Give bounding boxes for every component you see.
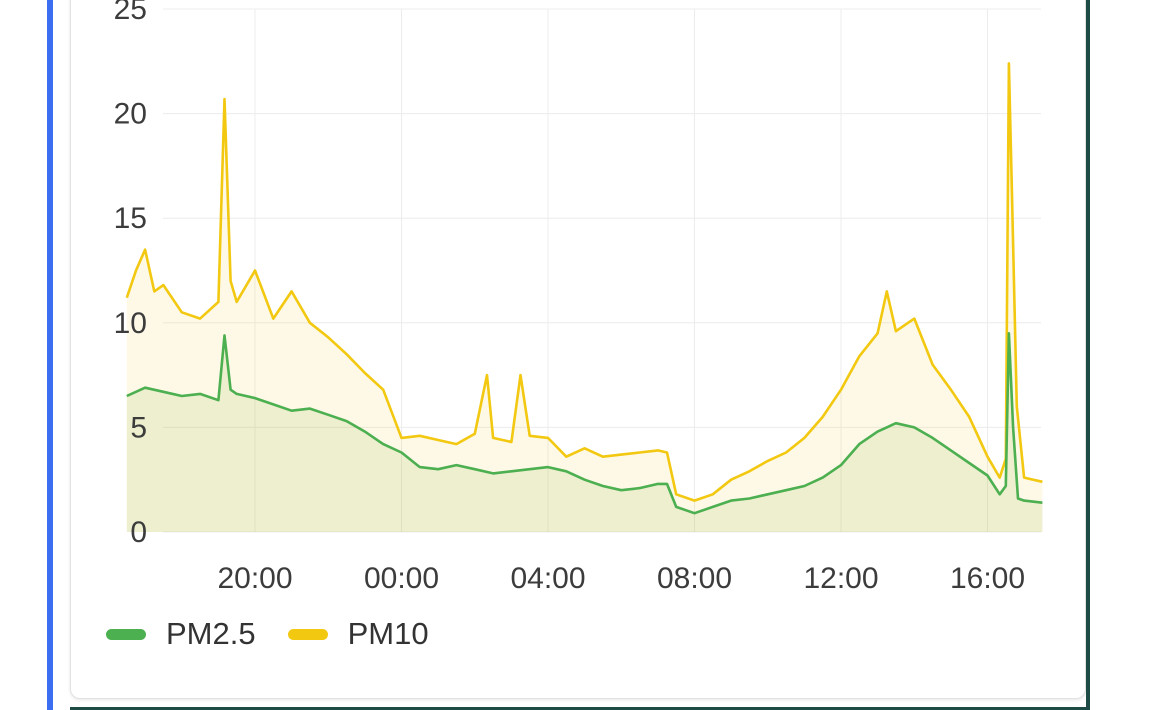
y-tick-label: 10 (114, 307, 147, 340)
x-axis-ticks: 20:00 00:00 04:00 08:00 12:00 16:00 (217, 562, 1025, 595)
legend-item-pm10[interactable]: PM10 (287, 616, 429, 652)
chart-lines (125, 62, 1043, 515)
y-tick-label: 25 (114, 0, 147, 26)
pm25-swatch (106, 628, 146, 640)
y-tick-label: 15 (114, 202, 147, 235)
bottom-border (70, 707, 1086, 710)
x-tick-label: 08:00 (657, 562, 732, 595)
series-line-pm25 (126, 332, 1043, 515)
chart-card (70, 0, 1086, 699)
x-tick-label: 12:00 (803, 562, 878, 595)
right-border (1086, 0, 1090, 710)
legend-label-pm10: PM10 (347, 616, 429, 651)
legend-label-pm25: PM2.5 (166, 616, 256, 651)
legend-item-pm25[interactable]: PM2.5 (106, 616, 256, 652)
y-tick-label: 20 (114, 98, 147, 131)
series-line-pm10 (125, 62, 1043, 502)
y-tick-label: 0 (130, 516, 147, 549)
y-axis-ticks: 0 5 10 15 20 25 (114, 0, 147, 549)
area-pm10 (126, 63, 1043, 533)
x-tick-label: 20:00 (217, 562, 292, 595)
x-tick-label: 16:00 (950, 562, 1025, 595)
x-tick-label: 04:00 (510, 562, 585, 595)
chart-legend: PM2.5 PM10 (106, 616, 461, 652)
x-tick-label: 00:00 (364, 562, 439, 595)
chart-grid (163, 8, 1041, 533)
y-tick-label: 5 (130, 411, 147, 444)
left-accent-bar (47, 0, 53, 710)
pm10-swatch (287, 628, 328, 640)
